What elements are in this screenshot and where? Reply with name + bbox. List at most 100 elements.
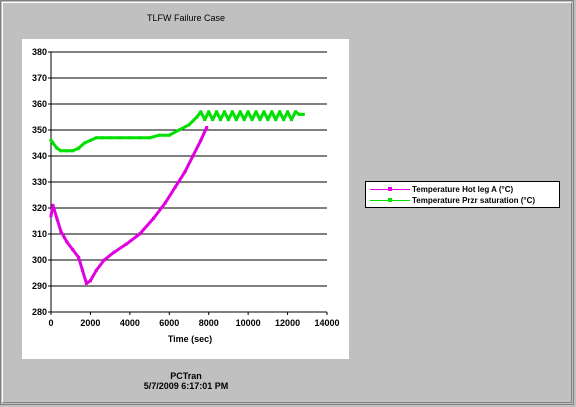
series-point-0	[102, 258, 106, 262]
y-tick-label: 320	[32, 203, 47, 213]
series-point-1	[59, 149, 63, 153]
series-point-0	[163, 201, 167, 205]
series-point-1	[187, 123, 191, 127]
legend-entry-hot-leg: Temperature Hot leg A (°C)	[366, 184, 559, 196]
series-point-0	[77, 255, 81, 259]
series-point-1	[49, 138, 53, 142]
series-point-0	[88, 279, 92, 283]
x-tick-label: 10000	[236, 318, 261, 328]
y-tick-label: 290	[32, 281, 47, 291]
series-point-1	[148, 136, 152, 140]
series-point-1	[177, 128, 181, 132]
series-point-0	[138, 232, 142, 236]
x-tick-label: 12000	[275, 318, 300, 328]
series-point-1	[219, 118, 223, 122]
legend-label-przr-saturation: Temperature Przr saturation (°C)	[412, 196, 536, 205]
series-point-1	[238, 110, 242, 114]
x-tick-label: 6000	[159, 318, 179, 328]
x-tick-label: 14000	[314, 318, 339, 328]
y-tick-label: 340	[32, 151, 47, 161]
series-point-0	[152, 216, 156, 220]
series-point-1	[270, 110, 274, 114]
x-tick-label: 4000	[120, 318, 140, 328]
series-point-1	[266, 118, 270, 122]
series-point-0	[94, 268, 98, 272]
series-point-1	[51, 141, 55, 145]
series-point-0	[173, 185, 177, 189]
series-point-0	[183, 170, 187, 174]
y-tick-label: 350	[32, 125, 47, 135]
series-point-1	[242, 118, 246, 122]
y-tick-label: 280	[32, 307, 47, 317]
legend-entry-przr-saturation: Temperature Przr saturation (°C)	[366, 195, 559, 207]
footer-timestamp: 5/7/2009 6:17:01 PM	[143, 381, 229, 391]
series-point-0	[81, 268, 85, 272]
series-point-1	[138, 136, 142, 140]
series-point-1	[278, 110, 282, 114]
series-point-1	[128, 136, 132, 140]
series-point-1	[118, 136, 122, 140]
series-point-1	[234, 118, 238, 122]
series-point-1	[250, 118, 254, 122]
series-point-1	[100, 136, 104, 140]
series-point-1	[293, 110, 297, 114]
series-point-1	[65, 149, 69, 153]
series-point-1	[88, 138, 92, 142]
series-point-1	[226, 118, 230, 122]
y-tick-label: 370	[32, 73, 47, 83]
series-point-1	[77, 146, 81, 150]
x-tick-label: 2000	[80, 318, 100, 328]
series-point-0	[205, 125, 209, 129]
series-point-0	[71, 248, 75, 252]
footer-app-name: PCTran	[170, 371, 202, 381]
series-point-1	[215, 110, 219, 114]
x-tick-label: 0	[48, 318, 53, 328]
series-point-1	[195, 115, 199, 119]
series-point-1	[83, 141, 87, 145]
chart-title: TLFW Failure Case	[146, 13, 226, 23]
series-point-1	[274, 118, 278, 122]
series-point-1	[254, 110, 258, 114]
y-tick-label: 310	[32, 229, 47, 239]
series-point-1	[258, 118, 262, 122]
legend-marker-przr-saturation	[388, 198, 392, 202]
legend-marker-hot-leg	[388, 187, 392, 191]
legend-label-hot-leg: Temperature Hot leg A (°C)	[412, 185, 514, 194]
series-point-1	[290, 118, 294, 122]
series-point-1	[108, 136, 112, 140]
series-point-0	[84, 281, 88, 285]
series-point-1	[203, 118, 207, 122]
series-point-1	[207, 110, 211, 114]
series-point-0	[59, 229, 63, 233]
series-point-0	[65, 240, 69, 244]
series-point-1	[199, 110, 203, 114]
series-point-0	[191, 154, 195, 158]
x-axis-label: Time (sec)	[168, 334, 212, 344]
series-point-0	[55, 216, 59, 220]
series-point-1	[286, 110, 290, 114]
plot-panel	[22, 39, 349, 359]
y-tick-label: 380	[32, 47, 47, 57]
series-point-1	[157, 133, 161, 137]
series-point-1	[71, 149, 75, 153]
y-tick-label: 300	[32, 255, 47, 265]
series-point-0	[49, 214, 53, 218]
series-point-1	[230, 110, 234, 114]
series-point-0	[112, 250, 116, 254]
series-point-1	[282, 118, 286, 122]
series-point-0	[124, 242, 128, 246]
series-point-1	[211, 118, 215, 122]
series-point-1	[297, 112, 301, 116]
series-point-0	[51, 203, 55, 207]
series-point-0	[199, 138, 203, 142]
series-point-1	[246, 110, 250, 114]
x-tick-label: 8000	[199, 318, 219, 328]
y-tick-label: 360	[32, 99, 47, 109]
series-point-1	[55, 146, 59, 150]
chart-window-bevel	[2, 2, 572, 403]
series-point-1	[262, 110, 266, 114]
series-point-1	[167, 133, 171, 137]
y-tick-label: 330	[32, 177, 47, 187]
series-line-0	[49, 126, 209, 285]
